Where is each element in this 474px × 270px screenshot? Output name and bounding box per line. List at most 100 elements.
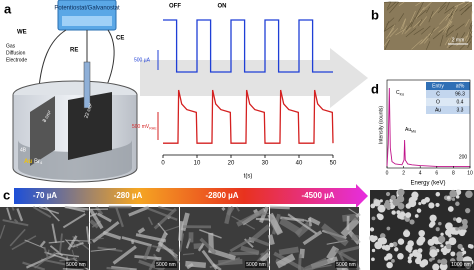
texture: [385, 28, 395, 39]
texture: [155, 231, 168, 253]
current-label: -4500 µA: [301, 191, 334, 200]
ion-sub: 4: [40, 160, 43, 165]
texture: [379, 199, 383, 203]
texture: [407, 256, 412, 260]
x-tick-label: 4: [419, 170, 422, 176]
texture: [447, 206, 454, 212]
annotation: OFF: [169, 4, 181, 10]
texture: [398, 1, 405, 6]
texture: [0, 224, 6, 239]
scale-label: 500 µA: [134, 57, 151, 63]
peak-label: AuMα: [405, 127, 416, 133]
texture: [355, 212, 361, 218]
panel-b: b 2 mm: [371, 1, 473, 50]
texture: [24, 239, 45, 249]
texture: [385, 191, 391, 197]
texture: [423, 1, 432, 11]
texture: [438, 24, 449, 33]
texture: [51, 223, 58, 243]
texture: [130, 239, 135, 245]
texture: [58, 233, 63, 254]
texture: [307, 217, 313, 227]
scale-text: 500 mV: [132, 124, 150, 130]
table: Entry at% C 96.3 O 0.4 Au 3.3: [426, 82, 470, 114]
reference-electrode: [83, 61, 91, 109]
texture: [158, 206, 174, 212]
electrolyte: [18, 140, 132, 180]
texture: [371, 257, 375, 262]
peak-sub: Mα: [411, 129, 416, 133]
texture: [255, 212, 270, 218]
texture: [408, 249, 412, 253]
table-header: Entry: [432, 83, 444, 89]
texture: [134, 254, 162, 261]
texture: [459, 32, 466, 42]
current-label: -70 µA: [33, 191, 57, 200]
texture: [267, 212, 283, 236]
texture: [415, 1, 422, 7]
texture: [302, 230, 323, 246]
texture: [142, 245, 152, 261]
texture: [390, 194, 396, 201]
texture: [164, 225, 180, 232]
texture: [413, 27, 424, 36]
texture: [411, 39, 423, 50]
texture: [377, 237, 384, 244]
texture: [85, 226, 90, 245]
texture: [444, 5, 455, 14]
texture: [386, 226, 391, 231]
texture: [455, 217, 462, 224]
texture: [369, 227, 375, 232]
texture: [415, 6, 425, 19]
scale-label: 500 mVRHE: [132, 124, 157, 130]
x-tick-label: 20: [228, 161, 235, 167]
texture: [371, 216, 376, 221]
texture: [302, 264, 332, 270]
texture: [279, 217, 303, 236]
panel-c: c -70 µA -280 µA -2800 µA -4500 µA 5000 nm 50…: [0, 184, 474, 270]
texture: [65, 206, 86, 213]
texture: [409, 253, 414, 258]
texture: [417, 19, 423, 26]
x-axis-title: t(s): [244, 174, 253, 180]
texture: [89, 237, 104, 241]
texture: [464, 4, 473, 12]
texture: [465, 190, 473, 199]
texture: [414, 8, 421, 19]
table-cell-text: Au: [435, 107, 441, 113]
x-tick-label: 40: [296, 161, 303, 167]
texture: [66, 239, 89, 242]
texture: [148, 258, 157, 270]
texture: [55, 252, 80, 258]
current-label: -2800 µA: [205, 191, 238, 200]
scale-box: [155, 261, 177, 268]
table-cell: [426, 98, 450, 106]
texture: [403, 230, 411, 238]
we-label: WE: [17, 30, 27, 36]
texture: [235, 206, 240, 212]
texture: [389, 28, 399, 38]
texture: [430, 220, 436, 227]
texture: [446, 16, 454, 28]
time-plot: OFF ON 500 µA 500 mVRHE t(s): [132, 4, 252, 180]
texture: [121, 236, 152, 247]
texture: [199, 237, 217, 255]
texture: [128, 205, 150, 217]
area-label: 22 cm²: [83, 102, 94, 119]
texture: [6, 207, 12, 221]
texture: [448, 237, 457, 246]
instrument-label: Potentiostat/Galvanostat: [54, 6, 120, 12]
re-label: RE: [70, 48, 78, 54]
texture: [34, 251, 56, 269]
texture: [457, 243, 463, 250]
texture: [9, 228, 26, 247]
texture: [455, 201, 460, 207]
texture: [267, 234, 275, 246]
texture: [186, 262, 194, 270]
texture: [377, 205, 383, 211]
texture: [340, 217, 360, 238]
texture: [13, 218, 19, 223]
texture: [467, 41, 472, 48]
scale-box: [65, 261, 87, 268]
texture: [463, 229, 467, 233]
